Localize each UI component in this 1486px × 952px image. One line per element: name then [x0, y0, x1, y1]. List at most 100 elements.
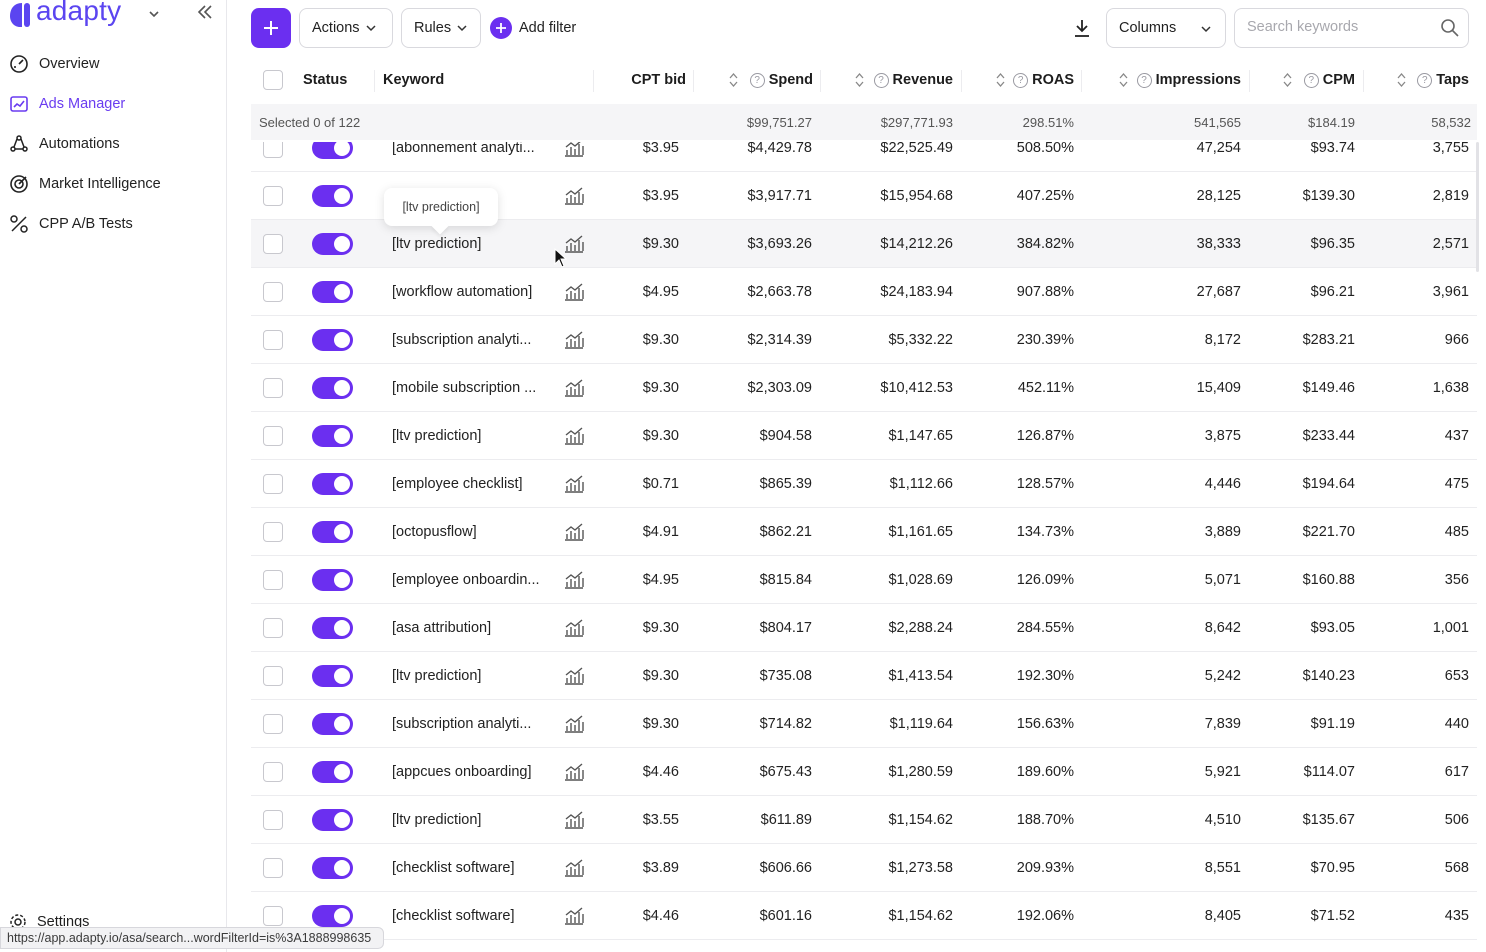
- sidebar-item-cpp-ab-tests[interactable]: CPP A/B Tests: [0, 204, 226, 244]
- chart-icon[interactable]: [563, 618, 585, 638]
- table-row[interactable]: [workflow automation] $4.95 $2,663.78 $24,1…: [251, 268, 1477, 316]
- keyword-cell[interactable]: [workflow automation]: [392, 284, 533, 300]
- collapse-sidebar-icon[interactable]: [195, 2, 215, 22]
- row-checkbox[interactable]: [263, 330, 283, 350]
- table-row[interactable]: [abonnement analyti... $3.95 $4,429.78 $22,…: [251, 142, 1477, 172]
- row-checkbox[interactable]: [263, 186, 283, 206]
- keyword-cell[interactable]: [appcues onboarding]: [392, 764, 532, 780]
- table-row[interactable]: [asa attribution] $9.30 $804.17 $2,288.24 28…: [251, 604, 1477, 652]
- keyword-cell[interactable]: [octopusflow]: [392, 524, 477, 540]
- row-checkbox[interactable]: [263, 762, 283, 782]
- chart-icon[interactable]: [563, 426, 585, 446]
- scrollbar[interactable]: [1476, 142, 1479, 272]
- row-checkbox[interactable]: [263, 810, 283, 830]
- table-row[interactable]: [mobile subscription ... $9.30 $2,303.09 $1…: [251, 364, 1477, 412]
- search-icon[interactable]: [1440, 18, 1460, 38]
- row-checkbox[interactable]: [263, 522, 283, 542]
- add-button[interactable]: [251, 8, 291, 48]
- row-checkbox[interactable]: [263, 570, 283, 590]
- status-toggle[interactable]: [312, 521, 353, 543]
- keyword-cell[interactable]: [employee onboardin...: [392, 572, 540, 588]
- row-checkbox[interactable]: [263, 618, 283, 638]
- keyword-cell[interactable]: [employee checklist]: [392, 476, 523, 492]
- table-row[interactable]: [checklist software] $4.46 $601.16 $1,154.6…: [251, 892, 1477, 940]
- help-icon[interactable]: ?: [1303, 72, 1319, 88]
- sort-icon[interactable]: [1397, 73, 1406, 87]
- chart-icon[interactable]: [563, 762, 585, 782]
- help-icon[interactable]: ?: [1417, 72, 1433, 88]
- row-checkbox[interactable]: [263, 426, 283, 446]
- sort-icon[interactable]: [729, 73, 738, 87]
- keyword-cell[interactable]: [asa attribution]: [392, 620, 492, 636]
- chart-icon[interactable]: [563, 378, 585, 398]
- table-row[interactable]: [ltv prediction] $9.30 $3,693.26 $14,212.26…: [251, 220, 1477, 268]
- help-icon[interactable]: ?: [1136, 72, 1152, 88]
- col-taps[interactable]: ? Taps: [1411, 60, 1469, 100]
- status-toggle[interactable]: [312, 377, 353, 399]
- sort-icon[interactable]: [1119, 73, 1128, 87]
- chart-icon[interactable]: [563, 906, 585, 926]
- table-row[interactable]: [checklist software] $3.89 $606.66 $1,273.5…: [251, 844, 1477, 892]
- table-row[interactable]: [employee onboardin... $4.95 $815.84 $1,028…: [251, 556, 1477, 604]
- col-cpm[interactable]: ? CPM: [1297, 60, 1355, 100]
- help-icon[interactable]: ?: [749, 72, 765, 88]
- table-row[interactable]: [appcues onboarding] $4.46 $675.43 $1,280.5…: [251, 748, 1477, 796]
- status-toggle[interactable]: [312, 809, 353, 831]
- table-row[interactable]: [subscription analyti... $9.30 $714.82 $1,1…: [251, 700, 1477, 748]
- status-toggle[interactable]: [312, 761, 353, 783]
- chart-icon[interactable]: [563, 330, 585, 350]
- chevron-down-icon[interactable]: [148, 8, 160, 20]
- col-status[interactable]: Status: [303, 72, 348, 88]
- keyword-cell[interactable]: [checklist software]: [392, 908, 515, 924]
- col-cpt-bid[interactable]: CPT bid: [631, 72, 686, 88]
- chart-icon[interactable]: [563, 186, 585, 206]
- col-keyword[interactable]: Keyword: [383, 72, 445, 88]
- status-toggle[interactable]: [312, 905, 353, 927]
- help-icon[interactable]: ?: [1013, 72, 1029, 88]
- sort-icon[interactable]: [1283, 73, 1292, 87]
- table-row[interactable]: [subscription analyti... $9.30 $2,314.39 $5…: [251, 316, 1477, 364]
- chart-icon[interactable]: [563, 666, 585, 686]
- status-toggle[interactable]: [312, 473, 353, 495]
- row-checkbox[interactable]: [263, 906, 283, 926]
- chart-icon[interactable]: [563, 714, 585, 734]
- row-checkbox[interactable]: [263, 474, 283, 494]
- sort-icon[interactable]: [996, 73, 1005, 87]
- search-input[interactable]: [1247, 19, 1427, 35]
- sidebar-item-overview[interactable]: Overview: [0, 44, 226, 84]
- row-checkbox[interactable]: [263, 858, 283, 878]
- col-roas[interactable]: ? ROAS: [1011, 60, 1074, 100]
- row-checkbox[interactable]: [263, 234, 283, 254]
- table-row[interactable]: ts]$3.95$3,917.71$15,954.68407.25%28,125…: [251, 172, 1477, 220]
- chart-icon[interactable]: [563, 810, 585, 830]
- row-checkbox[interactable]: [263, 282, 283, 302]
- sidebar-item-automations[interactable]: Automations: [0, 124, 226, 164]
- keyword-cell[interactable]: [ltv prediction]: [392, 668, 482, 684]
- status-toggle[interactable]: [312, 569, 353, 591]
- chart-icon[interactable]: [563, 282, 585, 302]
- actions-dropdown[interactable]: Actions: [299, 8, 393, 48]
- keyword-cell[interactable]: [mobile subscription ...: [392, 380, 537, 396]
- keyword-cell[interactable]: [subscription analyti...: [392, 332, 532, 348]
- status-toggle[interactable]: [312, 233, 353, 255]
- status-toggle[interactable]: [312, 329, 353, 351]
- logo[interactable]: adapty: [8, 0, 121, 30]
- table-row[interactable]: [octopusflow] $4.91 $862.21 $1,161.65 134.73…: [251, 508, 1477, 556]
- chart-icon[interactable]: [563, 522, 585, 542]
- select-all-checkbox[interactable]: [263, 70, 283, 90]
- row-checkbox[interactable]: [263, 666, 283, 686]
- sort-icon[interactable]: [855, 73, 864, 87]
- col-revenue[interactable]: ? Revenue: [869, 60, 953, 100]
- keyword-cell[interactable]: [subscription analyti...: [392, 716, 532, 732]
- keyword-cell[interactable]: [abonnement analyti...: [392, 142, 535, 156]
- table-row[interactable]: [ltv prediction] $3.55 $611.89 $1,154.62 188…: [251, 796, 1477, 844]
- row-checkbox[interactable]: [263, 378, 283, 398]
- chart-icon[interactable]: [563, 858, 585, 878]
- chart-icon[interactable]: [563, 570, 585, 590]
- help-icon[interactable]: ?: [873, 72, 889, 88]
- chart-icon[interactable]: [563, 142, 585, 158]
- status-toggle[interactable]: [312, 713, 353, 735]
- col-spend[interactable]: ? Spend: [745, 60, 813, 100]
- status-toggle[interactable]: [312, 142, 353, 159]
- status-toggle[interactable]: [312, 857, 353, 879]
